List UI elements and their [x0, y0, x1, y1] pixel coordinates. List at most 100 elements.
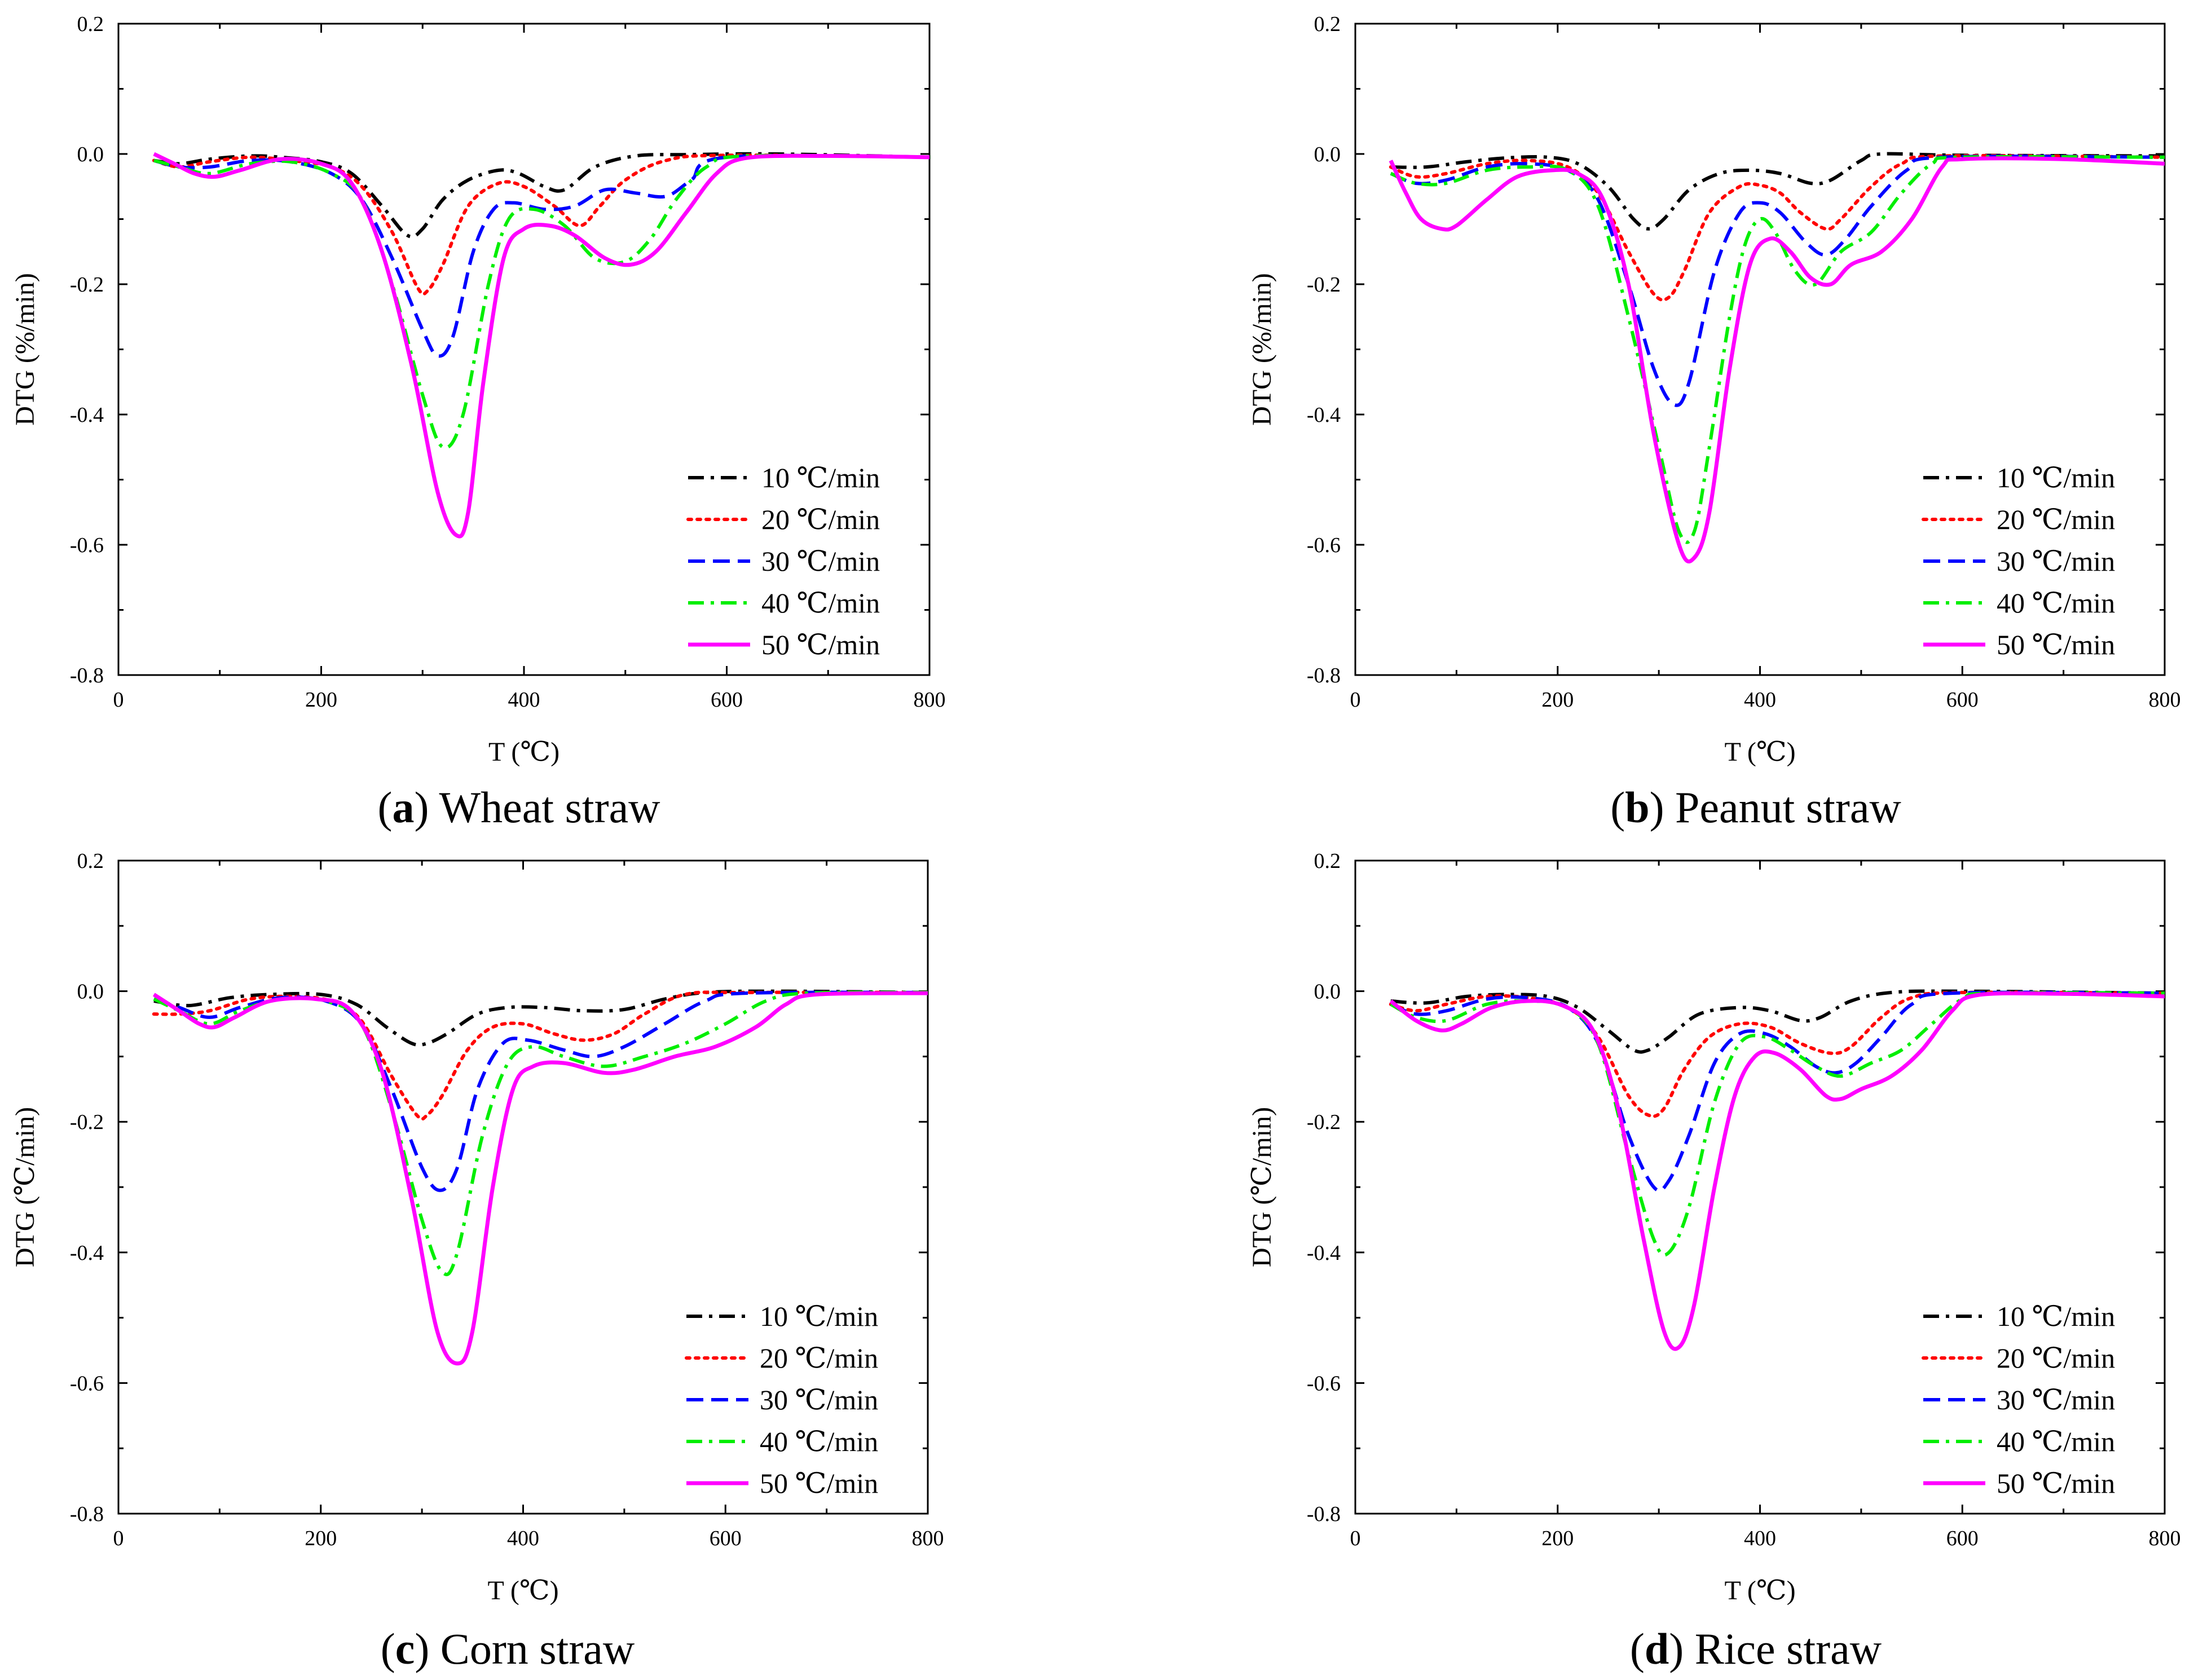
- y-tick-label: -0.2: [70, 273, 104, 297]
- y-tick-label: -0.8: [1307, 664, 1341, 687]
- y-axis-label: DTG (%/min): [10, 273, 40, 426]
- legend-label-3: 30 ℃/min: [760, 1384, 878, 1416]
- plot-frame: [117, 23, 931, 676]
- x-axis-label: T (℃): [487, 1576, 558, 1606]
- x-tick-label: 400: [1744, 688, 1776, 712]
- chart-panel-c: 0 200 400 600 800 0.2 0.0 -0.2 -0.4 -0.6 -0.8 T (℃)…: [10, 849, 944, 1673]
- y-tick-label: -0.2: [70, 1110, 104, 1134]
- y-tick-label: -0.6: [70, 533, 104, 557]
- x-tick-label: 800: [912, 1527, 944, 1550]
- x-tick-label: 400: [508, 688, 540, 712]
- legend: 10 ℃/min 20 ℃/min 30 ℃/min 40 ℃/min 50 ℃/min: [1922, 462, 2115, 660]
- series-line-3: [1390, 990, 2165, 1193]
- series-line-3: [1390, 155, 2165, 407]
- y-tick-label: -0.6: [1307, 1372, 1341, 1395]
- series-line-4: [1390, 991, 2165, 1257]
- x-tick-label: 600: [710, 1527, 742, 1550]
- y-axis-label: DTG (%/min): [1247, 273, 1277, 426]
- y-tick-label: -0.4: [1307, 1241, 1341, 1265]
- series-group: [152, 989, 928, 1366]
- y-axis-label: DTG (℃/min): [1247, 1107, 1277, 1267]
- panel-caption: (d) Rice straw: [1630, 1624, 1882, 1673]
- y-tick-label: -0.8: [1307, 1502, 1341, 1526]
- y-tick-label: -0.4: [70, 1241, 104, 1265]
- x-tick-label: 400: [507, 1527, 539, 1550]
- legend-label-3: 30 ℃/min: [1997, 545, 2115, 577]
- y-tick-label: -0.4: [70, 403, 104, 427]
- y-tick-label: 0.0: [1314, 980, 1341, 1004]
- y-tick-label: 0.2: [1314, 849, 1341, 873]
- x-tick-label: 0: [113, 688, 124, 712]
- panel-caption: (a) Wheat straw: [377, 783, 660, 832]
- x-tick-label: 800: [2149, 1527, 2181, 1550]
- chart-panel-a: 0 200 400 600 800 0.2 0.0 -0.2 -0.4 -0.6 -0.8 T (℃)…: [10, 12, 946, 832]
- x-tick-label: 0: [1350, 688, 1361, 712]
- panel-caption: (b) Peanut straw: [1610, 783, 1901, 832]
- series-line-1: [1390, 152, 2165, 231]
- legend-label-5: 50 ℃/min: [761, 629, 880, 660]
- x-tick-label: 400: [1744, 1527, 1776, 1550]
- plot-frame: [1354, 859, 2166, 1515]
- series-line-1: [153, 152, 929, 239]
- y-tick-label: -0.2: [1307, 273, 1341, 297]
- series-line-2: [1389, 153, 2165, 302]
- legend-label-3: 30 ℃/min: [761, 545, 880, 577]
- y-tick-label: -0.4: [1307, 403, 1341, 427]
- series-group: [1389, 989, 2165, 1351]
- y-tick-label: 0.0: [77, 143, 104, 166]
- legend-label-3: 30 ℃/min: [1997, 1384, 2115, 1416]
- series-line-2: [152, 990, 928, 1121]
- y-tick-label: 0.2: [77, 12, 104, 36]
- x-tick-label: 600: [711, 688, 743, 712]
- plot-frame: [1354, 23, 2166, 676]
- series-line-5: [152, 991, 928, 1366]
- legend-label-1: 10 ℃/min: [760, 1300, 878, 1332]
- x-tick-label: 600: [1946, 688, 1979, 712]
- x-tick-label: 600: [1946, 1527, 1979, 1550]
- y-tick-label: -0.6: [70, 1372, 104, 1395]
- chart-panel-b: 0 200 400 600 800 0.2 0.0 -0.2 -0.4 -0.6 -0.8 T (℃)…: [1247, 12, 2181, 832]
- y-tick-label: -0.2: [1307, 1110, 1341, 1134]
- legend-label-5: 50 ℃/min: [1997, 629, 2115, 660]
- y-tick-label: -0.8: [70, 1502, 104, 1526]
- legend-label-5: 50 ℃/min: [1997, 1467, 2115, 1499]
- legend-label-1: 10 ℃/min: [761, 462, 880, 493]
- series-line-5: [1389, 156, 2165, 564]
- x-axis-label: T (℃): [1724, 737, 1795, 767]
- y-tick-label: -0.6: [1307, 533, 1341, 557]
- legend-label-5: 50 ℃/min: [760, 1467, 878, 1499]
- y-axis-label: DTG (℃/min): [10, 1107, 40, 1267]
- plot-frame: [117, 859, 929, 1515]
- y-tick-label: 0.0: [1314, 143, 1341, 166]
- series-line-2: [1389, 990, 2165, 1118]
- panel-letter: b: [1625, 783, 1649, 832]
- x-tick-label: 200: [1541, 1527, 1574, 1550]
- series-line-4: [153, 990, 928, 1276]
- legend-label-2: 20 ℃/min: [1997, 1342, 2115, 1374]
- x-tick-label: 200: [305, 688, 337, 712]
- y-tick-label: -0.8: [70, 664, 104, 687]
- legend-label-2: 20 ℃/min: [1997, 504, 2115, 535]
- x-tick-label: 800: [2149, 688, 2181, 712]
- legend-label-2: 20 ℃/min: [761, 504, 880, 535]
- series-line-4: [1390, 155, 2165, 544]
- legend-label-4: 40 ℃/min: [1997, 587, 2115, 619]
- series-line-1: [153, 989, 928, 1047]
- x-tick-label: 800: [914, 688, 946, 712]
- legend-label-1: 10 ℃/min: [1997, 1300, 2115, 1332]
- panel-letter: d: [1645, 1624, 1669, 1673]
- legend: 10 ℃/min 20 ℃/min 30 ℃/min 40 ℃/min 50 ℃/min: [686, 462, 880, 660]
- legend-label-1: 10 ℃/min: [1997, 462, 2115, 493]
- panel-caption: (c) Corn straw: [381, 1624, 635, 1673]
- series-line-3: [153, 990, 928, 1192]
- panel-letter: c: [395, 1624, 415, 1673]
- y-tick-label: 0.2: [1314, 12, 1341, 36]
- y-tick-label: 0.2: [77, 849, 104, 873]
- series-line-4: [153, 153, 929, 449]
- x-tick-label: 200: [305, 1527, 337, 1550]
- series-group: [1389, 152, 2165, 564]
- x-tick-label: 0: [1350, 1527, 1361, 1550]
- legend: 10 ℃/min 20 ℃/min 30 ℃/min 40 ℃/min 50 ℃/min: [685, 1300, 878, 1499]
- legend-label-4: 40 ℃/min: [760, 1426, 878, 1457]
- series-line-5: [153, 152, 929, 539]
